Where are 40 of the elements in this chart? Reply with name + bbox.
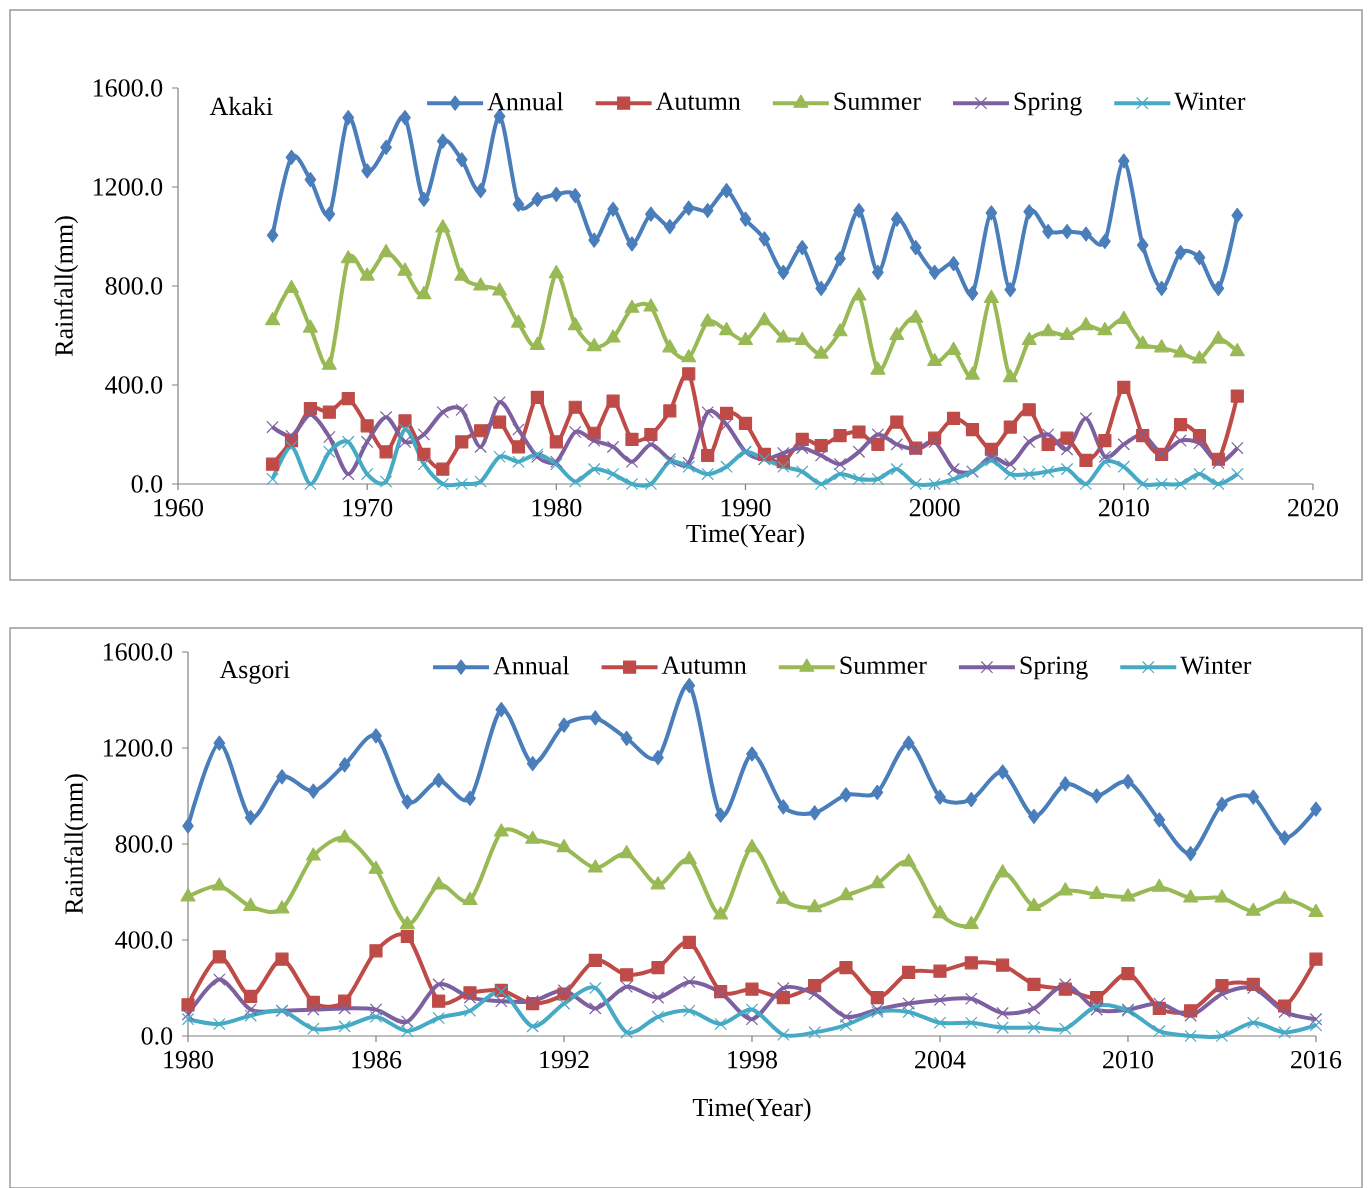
y-tick-label: 0.0 [131, 475, 163, 493]
chart-title: Akaki [209, 96, 273, 116]
x-tick-label: 2004 [915, 1050, 966, 1069]
x-tick-label: 1980 [164, 1050, 214, 1069]
x-tick-label: 2020 [1288, 498, 1338, 517]
y-axis-title: Rainfall(mm) [54, 216, 79, 356]
legend-label: Autumn [655, 92, 741, 111]
legend-label: Annual [493, 656, 570, 675]
legend-label: Winter [1180, 656, 1252, 675]
x-tick-label: 1992 [540, 1050, 589, 1069]
legend-label: Summer [834, 92, 921, 111]
legend-label: Spring [1020, 656, 1088, 680]
y-tick-label: 400.0 [115, 931, 173, 949]
legend-label: Annual [487, 92, 564, 111]
x-axis-title: Time(Year) [692, 1097, 811, 1122]
chart-title: Asgori [219, 660, 290, 684]
x-tick-label: 1998 [728, 1050, 777, 1069]
x-tick-label: 1980 [532, 498, 582, 517]
x-tick-label: 2010 [1098, 498, 1149, 517]
legend-label: Winter [1174, 92, 1246, 111]
y-tick-label: 1600.0 [103, 643, 173, 661]
x-tick-label: 1970 [343, 498, 393, 517]
y-tick-label: 1600.0 [93, 79, 163, 97]
x-tick-label: 1990 [721, 498, 771, 517]
y-tick-label: 1200.0 [93, 178, 163, 196]
x-tick-label: 2010 [1103, 1050, 1153, 1069]
y-tick-label: 1200.0 [103, 739, 173, 757]
y-tick-label: 800.0 [105, 277, 163, 295]
x-tick-label: 1986 [352, 1050, 402, 1069]
y-axis-title: Rainfall(mm) [64, 774, 89, 914]
x-tick-label: 1960 [154, 498, 204, 517]
y-tick-label: 0.0 [141, 1027, 173, 1045]
y-tick-label: 800.0 [115, 835, 173, 853]
x-tick-label: 2000 [909, 498, 960, 517]
x-tick-label: 2016 [1291, 1050, 1342, 1069]
legend-label: Summer [840, 656, 927, 675]
legend-label: Autumn [661, 656, 747, 675]
y-tick-label: 400.0 [105, 376, 163, 394]
legend-label: Spring [1014, 92, 1082, 116]
x-axis-title: Time(Year) [686, 523, 804, 548]
